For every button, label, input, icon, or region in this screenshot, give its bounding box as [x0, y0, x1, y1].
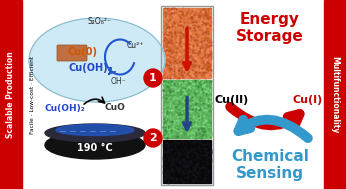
- Circle shape: [144, 69, 162, 87]
- Text: Cu(II): Cu(II): [215, 95, 249, 105]
- Ellipse shape: [29, 18, 165, 102]
- FancyBboxPatch shape: [57, 45, 87, 61]
- Text: OH⁻: OH⁻: [110, 77, 126, 87]
- Text: Scalable Production: Scalable Production: [7, 51, 16, 138]
- Text: 2: 2: [149, 133, 157, 143]
- Circle shape: [144, 129, 162, 147]
- Text: Chemical
Sensing: Chemical Sensing: [231, 149, 309, 181]
- Bar: [22, 0, 324, 189]
- Text: 1: 1: [149, 73, 157, 83]
- Bar: [163, 140, 211, 183]
- Text: Cu(OH)₂: Cu(OH)₂: [45, 104, 85, 112]
- Bar: [324, 0, 346, 189]
- Text: Multifunctionality: Multifunctionality: [330, 56, 339, 133]
- Text: Cu(OH)₂: Cu(OH)₂: [68, 63, 112, 73]
- Text: Facile · Low-cost · Efficient: Facile · Low-cost · Efficient: [30, 56, 36, 133]
- Text: 190 °C: 190 °C: [77, 143, 113, 153]
- Bar: [163, 8, 211, 78]
- Text: Cu(I): Cu(I): [293, 95, 323, 105]
- Text: Cu²⁺: Cu²⁺: [126, 40, 144, 50]
- Text: S₂O₈²⁻: S₂O₈²⁻: [88, 18, 112, 26]
- Text: CuO: CuO: [104, 104, 126, 112]
- Bar: [161, 6, 213, 185]
- Ellipse shape: [56, 125, 134, 136]
- Ellipse shape: [45, 131, 145, 159]
- Bar: [163, 80, 211, 138]
- Ellipse shape: [45, 124, 145, 142]
- Bar: [0, 0, 22, 189]
- Text: Energy
Storage: Energy Storage: [236, 12, 304, 44]
- Text: Cu(0): Cu(0): [68, 47, 98, 57]
